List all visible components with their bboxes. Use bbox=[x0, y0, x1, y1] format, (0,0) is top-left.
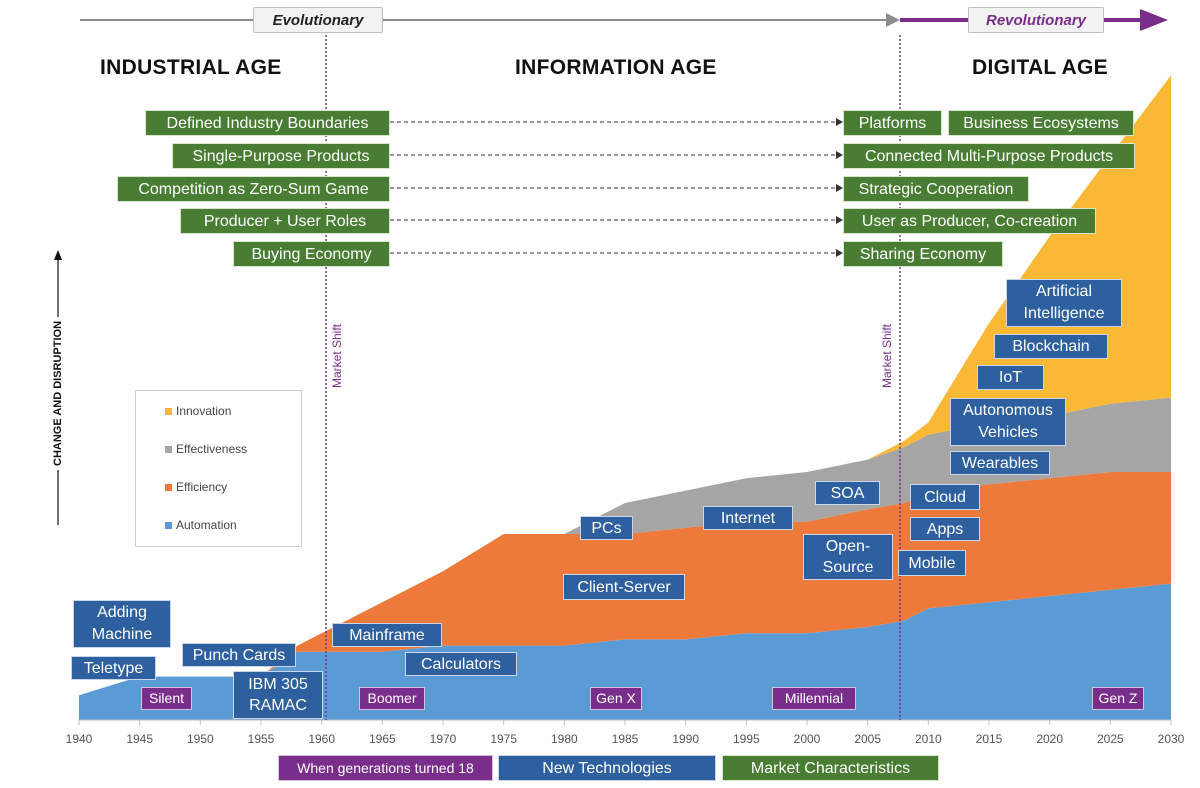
legend-item-efficiency: Efficiency bbox=[165, 480, 228, 494]
x-tick-label: 1940 bbox=[66, 732, 93, 746]
x-tick-label: 1980 bbox=[551, 732, 578, 746]
tech-soa: SOA bbox=[815, 481, 880, 505]
x-tick-label: 1990 bbox=[672, 732, 699, 746]
tech-pcs: PCs bbox=[580, 516, 633, 540]
bottom-legend-generations: When generations turned 18 bbox=[278, 755, 493, 781]
tech-mobile: Mobile bbox=[898, 550, 966, 576]
revolutionary-label: Revolutionary bbox=[968, 7, 1104, 33]
tech-adding-machine: Adding Machine bbox=[73, 600, 171, 648]
gen-millennial: Millennial bbox=[772, 687, 856, 710]
digital-age-title: DIGITAL AGE bbox=[972, 56, 1108, 79]
characteristic-connectors bbox=[390, 121, 836, 254]
industrial-age-title: INDUSTRIAL AGE bbox=[100, 56, 282, 79]
legend-item-innovation: Innovation bbox=[165, 404, 232, 418]
area-innovation bbox=[79, 75, 1171, 696]
legend: Innovation Effectiveness Efficiency Auto… bbox=[135, 390, 302, 547]
x-tick-label: 1950 bbox=[187, 732, 214, 746]
char-platforms: Platforms bbox=[843, 110, 942, 136]
tech-mainframe: Mainframe bbox=[332, 623, 442, 647]
x-tick-label: 1995 bbox=[733, 732, 760, 746]
connector-arrowheads bbox=[836, 118, 843, 257]
x-axis: 1940 1945 1950 1955 1960 1965 1970 1975 1980 1985… bbox=[66, 719, 1185, 746]
char-competition-zero-sum: Competition as Zero-Sum Game bbox=[117, 176, 390, 202]
legend-swatch-innovation bbox=[165, 408, 172, 415]
legend-swatch-effectiveness bbox=[165, 446, 172, 453]
char-business-ecosystems: Business Ecosystems bbox=[948, 110, 1134, 136]
tech-ibm-305-ramac: IBM 305 RAMAC bbox=[233, 671, 323, 719]
market-shift-label-2: Market Shift bbox=[880, 323, 894, 388]
x-tick-label: 1970 bbox=[430, 732, 457, 746]
legend-item-effectiveness: Effectiveness bbox=[165, 442, 248, 456]
tech-cloud: Cloud bbox=[910, 484, 980, 510]
y-axis-label: CHANGE AND DISRUPTION bbox=[52, 316, 64, 470]
gen-silent: Silent bbox=[141, 687, 192, 710]
tech-iot: IoT bbox=[977, 365, 1044, 390]
x-tick-label: 1960 bbox=[308, 732, 335, 746]
x-tick-label: 2020 bbox=[1036, 732, 1063, 746]
x-tick-label: 1965 bbox=[369, 732, 396, 746]
x-tick-label: 1945 bbox=[126, 732, 153, 746]
legend-label-effectiveness: Effectiveness bbox=[176, 442, 248, 456]
legend-swatch-efficiency bbox=[165, 484, 172, 491]
char-user-as-producer: User as Producer, Co-creation bbox=[843, 208, 1096, 234]
x-tick-label: 1975 bbox=[490, 732, 517, 746]
tech-punch-cards: Punch Cards bbox=[182, 643, 296, 667]
tech-internet: Internet bbox=[703, 506, 793, 530]
bottom-legend-characteristics: Market Characteristics bbox=[722, 755, 939, 781]
bottom-legend-technologies: New Technologies bbox=[498, 755, 716, 781]
legend-swatch-automation bbox=[165, 522, 172, 529]
char-defined-industry-boundaries: Defined Industry Boundaries bbox=[145, 110, 390, 136]
tech-autonomous-vehicles: Autonomous Vehicles bbox=[950, 398, 1066, 446]
evolutionary-label: Evolutionary bbox=[253, 7, 383, 33]
tech-teletype: Teletype bbox=[71, 656, 156, 680]
char-strategic-cooperation: Strategic Cooperation bbox=[843, 176, 1029, 202]
x-tick-label: 1985 bbox=[612, 732, 639, 746]
legend-label-innovation: Innovation bbox=[176, 404, 232, 418]
x-tick-label: 2005 bbox=[854, 732, 881, 746]
tech-artificial-intelligence: Artificial Intelligence bbox=[1006, 279, 1122, 327]
tech-open-source: Open-Source bbox=[803, 534, 893, 580]
tech-blockchain: Blockchain bbox=[994, 334, 1108, 359]
gen-x: Gen X bbox=[590, 687, 642, 710]
x-tick-label: 2025 bbox=[1097, 732, 1124, 746]
market-shift-label-1: Market Shift bbox=[330, 323, 344, 388]
legend-label-automation: Automation bbox=[176, 518, 237, 532]
tech-apps: Apps bbox=[910, 517, 980, 541]
area-effectiveness bbox=[79, 397, 1171, 696]
area-automation bbox=[79, 583, 1171, 720]
char-producer-user-roles: Producer + User Roles bbox=[180, 208, 390, 234]
char-connected-multi-purpose-products: Connected Multi-Purpose Products bbox=[843, 143, 1135, 169]
gen-boomer: Boomer bbox=[359, 687, 425, 710]
x-tick-label: 2010 bbox=[915, 732, 942, 746]
information-age-title: INFORMATION AGE bbox=[515, 56, 717, 79]
tech-calculators: Calculators bbox=[405, 652, 517, 676]
char-buying-economy: Buying Economy bbox=[233, 241, 390, 267]
legend-label-efficiency: Efficiency bbox=[176, 480, 228, 494]
legend-item-automation: Automation bbox=[165, 518, 237, 532]
x-tick-label: 2030 bbox=[1158, 732, 1185, 746]
tech-wearables: Wearables bbox=[950, 451, 1050, 475]
gen-z: Gen Z bbox=[1092, 687, 1144, 710]
x-tick-label: 2015 bbox=[976, 732, 1003, 746]
tech-client-server: Client-Server bbox=[563, 574, 685, 600]
x-tick-label: 1955 bbox=[248, 732, 275, 746]
char-sharing-economy: Sharing Economy bbox=[843, 241, 1003, 267]
char-single-purpose-products: Single-Purpose Products bbox=[172, 143, 390, 169]
x-tick-label: 2000 bbox=[794, 732, 821, 746]
